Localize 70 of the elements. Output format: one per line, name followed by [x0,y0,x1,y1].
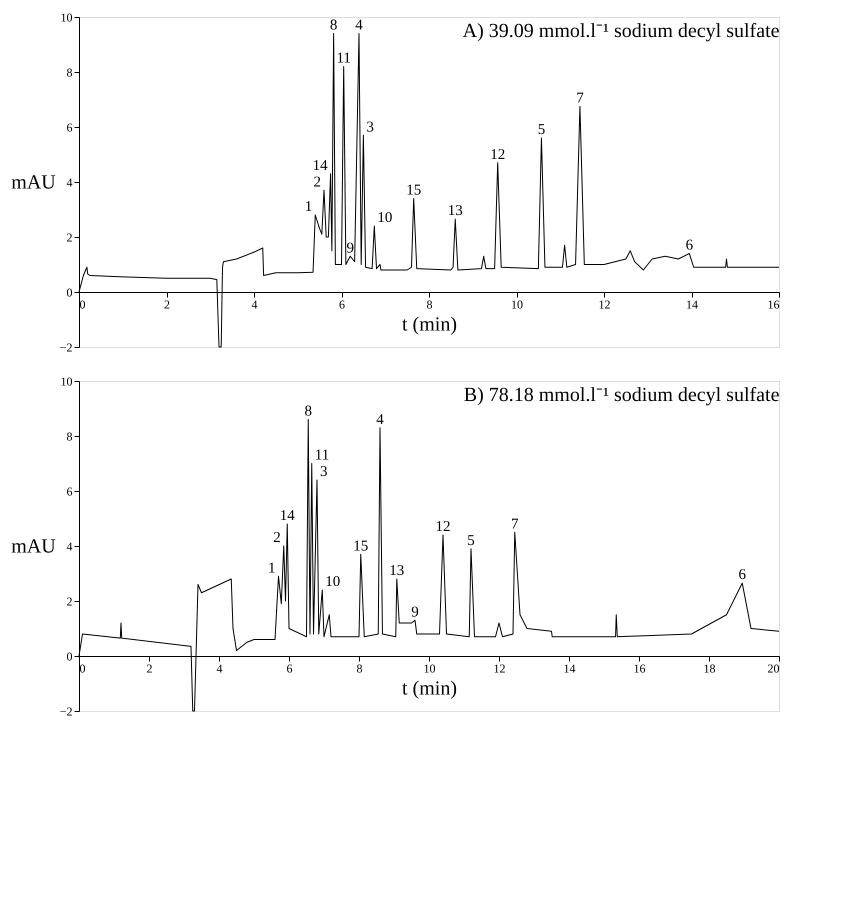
x-axis-title: t (min) [402,678,457,700]
annotation: 4 [355,18,364,34]
y-tick-label: −2 [60,340,72,354]
annotation: 11 [314,448,330,464]
x-tick-label: 16 [768,298,780,312]
annotation: 13 [448,203,463,220]
y-tick-label: 2 [66,594,72,608]
x-tick-label: 8 [426,298,432,312]
y-tick-label: 10 [60,10,72,24]
y-tick-label: 2 [66,230,72,244]
annotation: 6 [686,238,694,254]
annotation: 1 [304,199,312,215]
annotation: 15 [406,182,422,198]
y-tick-label: 6 [66,120,72,134]
annotation: 3 [320,464,328,480]
y-axis-title: mAU [11,172,56,194]
x-tick-label: 0 [80,298,86,312]
annotation: 12 [436,519,450,535]
x-tick-label: 8 [356,662,362,676]
x-tick-label: 10 [511,298,523,312]
x-tick-label: 14 [686,298,698,312]
annotation: 1 [268,560,276,576]
x-tick-label: 2 [146,662,152,676]
annotation: 7 [576,90,584,106]
x-tick-label: 2 [164,298,170,312]
x-tick-label: 12 [494,662,506,676]
x-axis-title: t (min) [402,314,457,336]
annotation: 13 [389,563,404,579]
annotation: 14 [312,158,328,174]
x-tick-label: 6 [286,662,292,676]
x-tick-label: 0 [80,662,86,676]
x-tick-label: 12 [598,298,610,312]
y-tick-label: 0 [66,650,72,664]
y-tick-label: 8 [66,430,72,444]
x-tick-label: 20 [768,662,780,676]
chart-title: B) 78.18 mmol.l⁻¹ sodium decyl sulfate [464,384,780,406]
x-tick-label: 18 [704,662,716,676]
x-tick-label: 14 [564,662,576,676]
x-tick-label: 10 [424,662,436,676]
x-tick-label: 6 [339,298,345,312]
y-tick-label: 4 [66,540,72,554]
annotation: 9 [411,604,419,620]
x-tick-label: 16 [634,662,646,676]
annotation: 2 [314,174,321,190]
y-tick-label: 10 [60,374,72,388]
annotation: 5 [467,532,475,549]
y-tick-label: 6 [66,484,72,498]
y-tick-label: 0 [66,286,72,300]
annotation: 15 [353,538,368,554]
annotation: 10 [325,574,340,590]
y-tick-label: 8 [66,66,72,80]
x-tick-label: 4 [216,662,222,676]
annotation: 7 [511,516,519,532]
annotation: 2 [273,530,281,546]
annotation: 8 [330,18,338,34]
x-tick-label: 4 [252,298,258,312]
annotation: 10 [377,210,392,226]
y-tick-label: −2 [60,704,72,718]
annotation: 11 [336,50,351,66]
annotation: 5 [538,122,546,138]
annotation: 12 [490,146,506,163]
annotation: 6 [738,567,746,584]
annotation: 8 [304,404,312,420]
y-tick-label: 4 [66,176,72,190]
annotation: 4 [376,412,384,428]
annotation: 14 [280,508,296,524]
annotation: 9 [346,240,354,256]
chart-title: A) 39.09 mmol.l⁻¹ sodium decyl sulfate [462,20,780,42]
y-axis-title: mAU [11,536,56,558]
annotation: 3 [366,119,374,136]
